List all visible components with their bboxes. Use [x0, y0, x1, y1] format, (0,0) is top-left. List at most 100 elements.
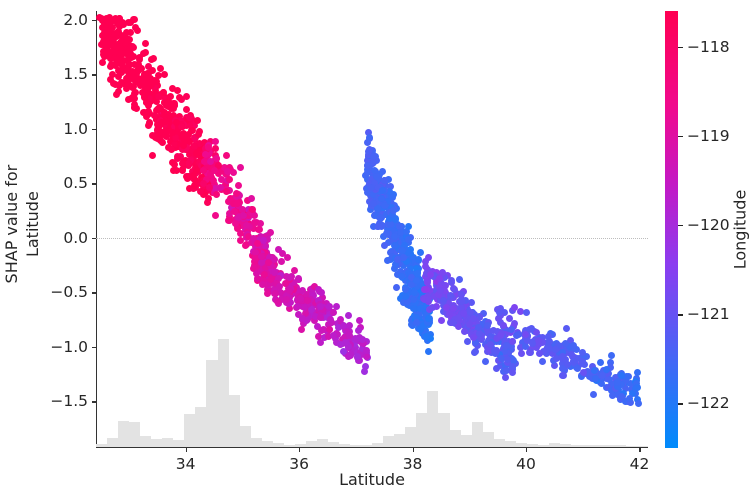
scatter-point — [250, 224, 258, 232]
scatter-point — [98, 58, 106, 66]
scatter-point — [180, 142, 188, 150]
scatter-point — [179, 159, 187, 167]
latitude-histogram — [96, 327, 649, 448]
scatter-point — [397, 294, 405, 302]
scatter-point — [379, 210, 387, 218]
scatter-point — [161, 109, 169, 117]
y-tick-label: 0.5 — [63, 174, 88, 193]
scatter-point — [201, 158, 209, 166]
histogram-bar — [107, 438, 119, 448]
y-tick-label: 1.5 — [63, 65, 88, 84]
scatter-point — [262, 280, 270, 288]
scatter-point — [421, 286, 429, 294]
histogram-bar — [615, 445, 627, 448]
scatter-point — [369, 158, 377, 166]
scatter-point — [231, 219, 239, 227]
colorbar-tick-label: −122 — [687, 394, 730, 413]
scatter-point — [400, 262, 408, 270]
scatter-point — [168, 136, 176, 144]
scatter-point — [365, 179, 373, 187]
scatter-point — [414, 255, 422, 263]
scatter-point — [374, 223, 382, 231]
scatter-point — [300, 303, 308, 311]
scatter-point — [436, 274, 444, 282]
scatter-point — [428, 288, 436, 296]
scatter-point — [372, 212, 380, 220]
scatter-point — [162, 131, 170, 139]
scatter-point — [360, 367, 368, 375]
scatter-point — [609, 391, 617, 399]
histogram-bar — [383, 436, 395, 448]
scatter-point — [492, 334, 500, 342]
scatter-point — [190, 143, 198, 151]
scatter-point — [329, 308, 337, 316]
scatter-point — [422, 333, 430, 341]
scatter-point — [124, 49, 132, 57]
scatter-point — [387, 249, 395, 256]
scatter-point — [195, 145, 203, 153]
scatter-point — [454, 313, 462, 321]
scatter-point — [224, 167, 232, 175]
scatter-point — [401, 292, 409, 300]
scatter-point — [220, 163, 228, 171]
scatter-point — [107, 18, 115, 26]
scatter-point — [438, 317, 446, 325]
scatter-point — [271, 286, 279, 294]
scatter-point — [358, 335, 366, 343]
scatter-point — [144, 62, 152, 70]
scatter-point — [379, 233, 387, 241]
scatter-point — [583, 353, 591, 361]
scatter-point — [466, 308, 474, 316]
scatter-point — [447, 277, 455, 285]
scatter-point — [152, 86, 160, 94]
scatter-point — [267, 279, 275, 287]
scatter-point — [407, 288, 415, 296]
scatter-point — [365, 129, 373, 137]
scatter-point — [562, 325, 570, 333]
scatter-point — [303, 317, 311, 325]
colorbar-tick-label: −120 — [687, 216, 730, 235]
scatter-point — [213, 191, 221, 199]
scatter-point — [124, 19, 132, 27]
scatter-point — [607, 363, 615, 371]
scatter-point — [481, 358, 489, 366]
scatter-point — [345, 343, 353, 351]
scatter-point — [378, 195, 386, 203]
scatter-point — [388, 192, 396, 200]
scatter-point — [193, 117, 201, 125]
scatter-point — [131, 88, 139, 96]
scatter-point — [546, 337, 554, 345]
scatter-point — [420, 289, 428, 297]
scatter-point — [461, 328, 469, 336]
scatter-point — [205, 179, 213, 187]
scatter-point — [260, 236, 268, 244]
histogram-bar — [582, 445, 594, 448]
scatter-point — [123, 29, 131, 37]
scatter-point — [399, 254, 407, 261]
scatter-point — [299, 286, 307, 294]
scatter-point — [170, 141, 178, 149]
scatter-point — [345, 332, 353, 340]
scatter-point — [449, 318, 457, 326]
scatter-point — [507, 326, 515, 334]
scatter-point — [99, 51, 107, 59]
scatter-point — [409, 259, 417, 267]
scatter-point — [502, 362, 510, 370]
scatter-point — [184, 173, 192, 181]
scatter-point — [236, 210, 244, 218]
scatter-point — [417, 280, 425, 288]
scatter-point — [562, 356, 570, 364]
scatter-point — [443, 303, 451, 311]
scatter-point — [493, 364, 500, 372]
scatter-point — [422, 273, 430, 281]
scatter-point — [392, 261, 400, 269]
scatter-point — [192, 149, 200, 157]
y-tick-mark — [91, 237, 96, 240]
scatter-point — [550, 341, 558, 349]
scatter-point — [293, 303, 301, 311]
scatter-point — [455, 323, 463, 331]
scatter-point — [147, 80, 155, 88]
scatter-point — [539, 347, 547, 355]
scatter-point — [122, 34, 130, 42]
scatter-point — [171, 134, 179, 142]
